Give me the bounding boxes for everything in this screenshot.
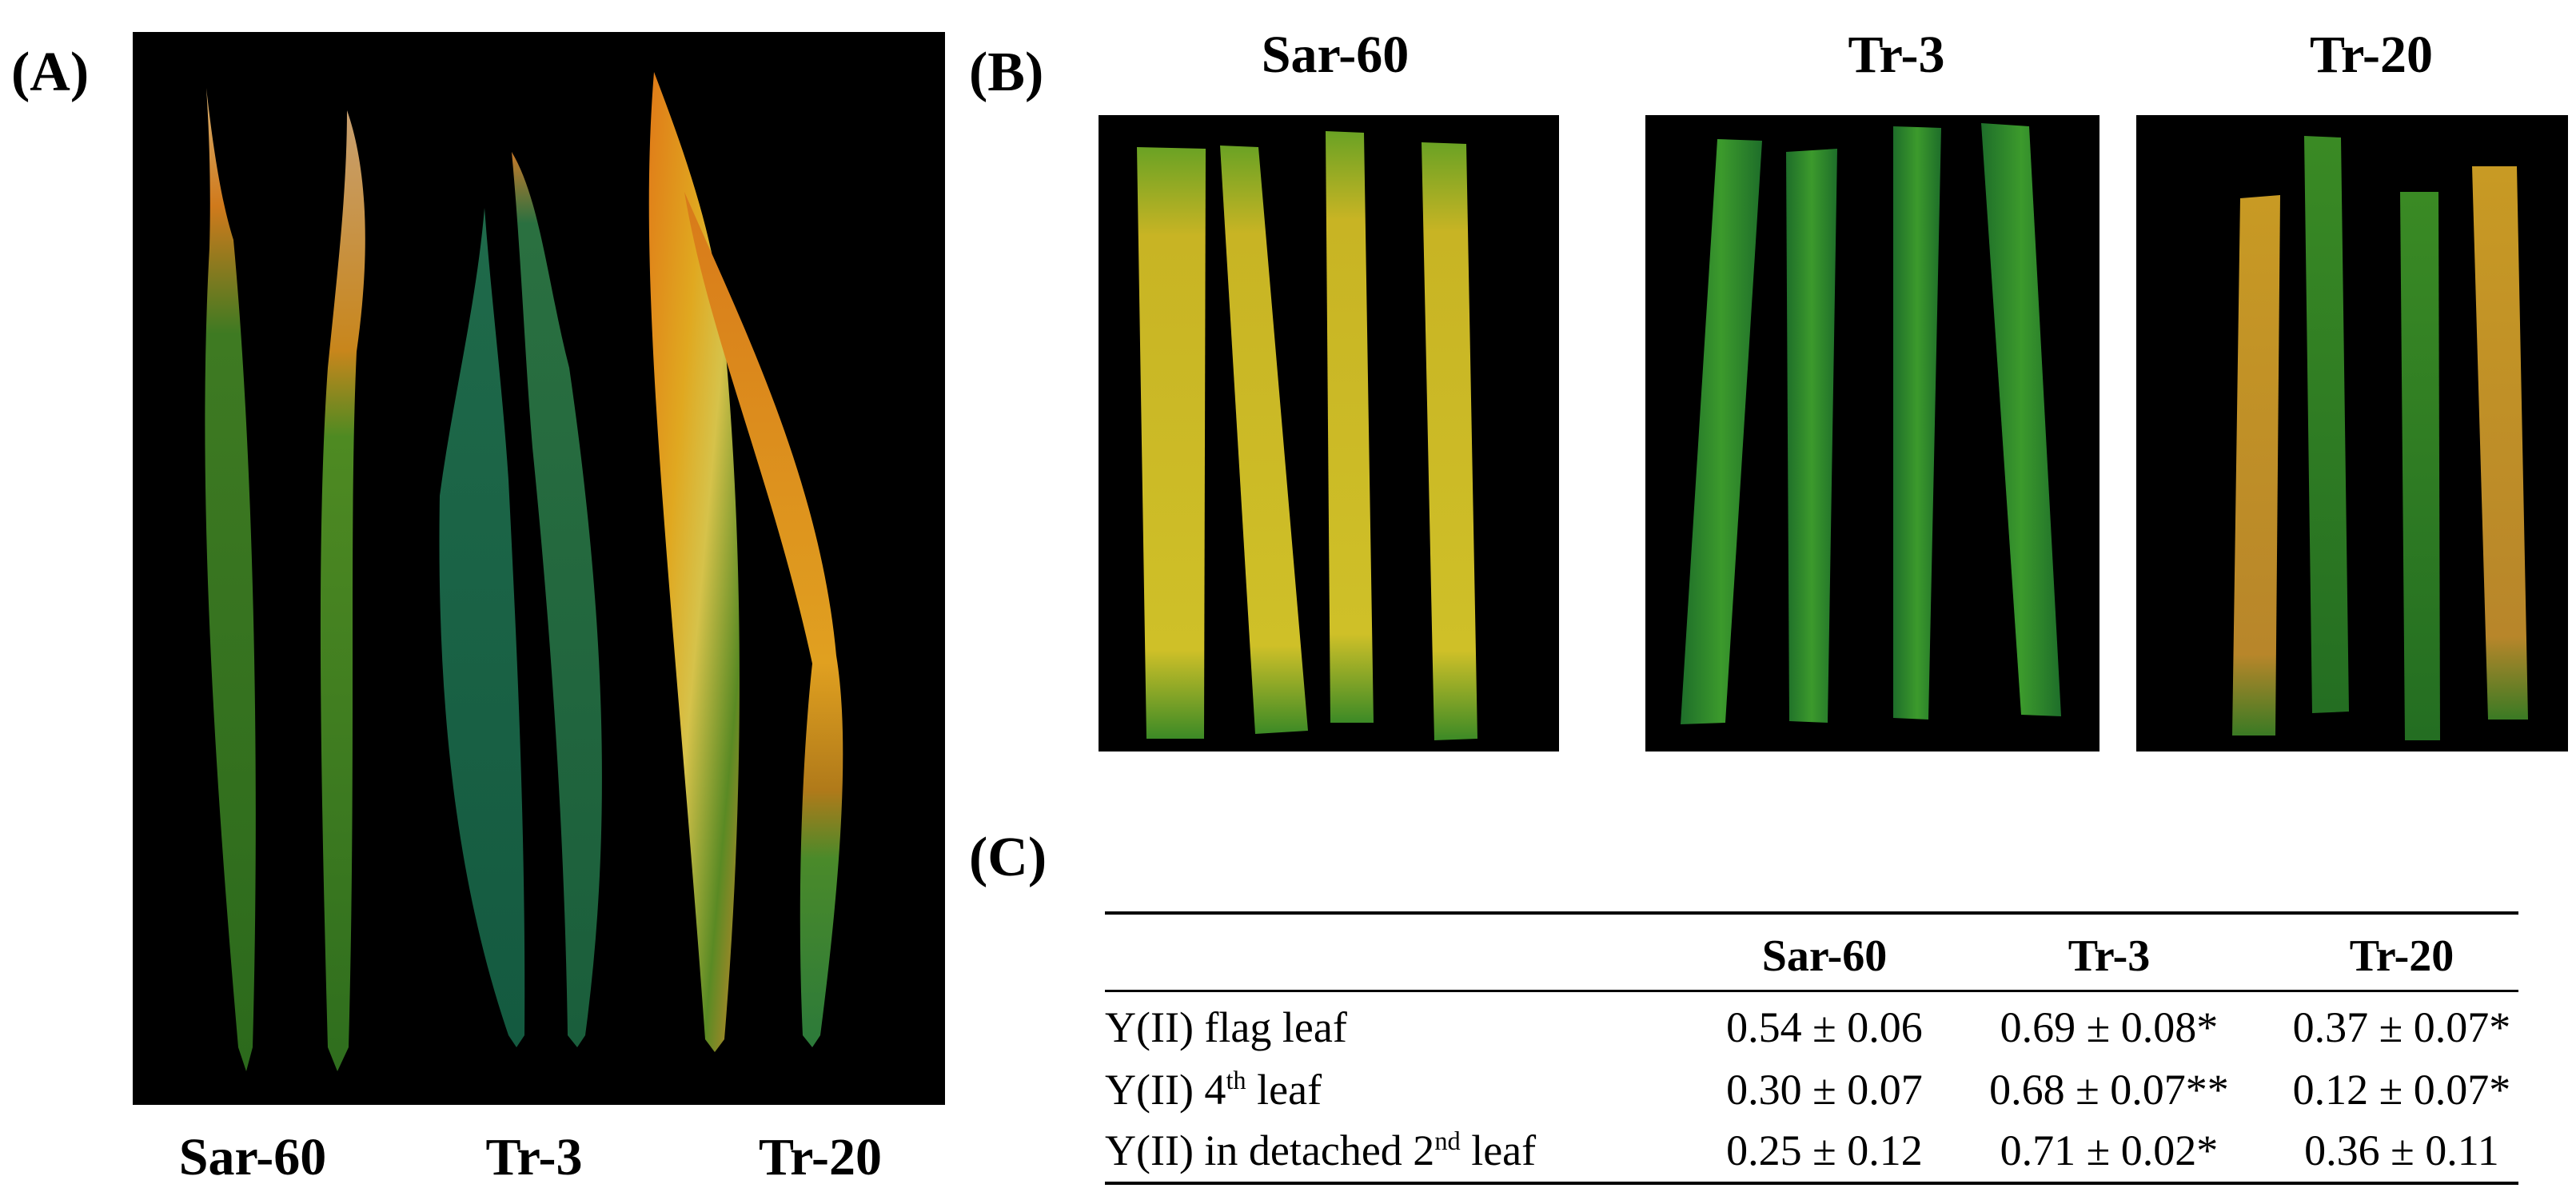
table-header-rule: [1105, 990, 2518, 992]
panel-c-label: (C): [969, 827, 1047, 888]
table-cell: 0.12 ± 0.07*: [2292, 1066, 2511, 1114]
table-top-rule: [1105, 911, 2518, 915]
table-cell: 0.36 ± 0.11: [2304, 1126, 2499, 1174]
table-cell: 0.69 ± 0.08*: [2000, 1003, 2219, 1051]
panel-a-genotype-label: Sar-60: [178, 1128, 327, 1186]
detached-leaves-image: [2136, 115, 2568, 752]
table-row-label: Y(II) flag leaf: [1105, 1003, 1347, 1051]
panel-b-tr20-photo: [2136, 115, 2568, 752]
detached-leaves-image: [1099, 115, 1559, 752]
table-cell: 0.37 ± 0.07*: [2292, 1003, 2511, 1051]
table-cell: 0.68 ± 0.07**: [1989, 1066, 2229, 1114]
panel-a-genotype-label: Tr-3: [485, 1128, 583, 1186]
detached-leaves-image: [1645, 115, 2099, 752]
panel-b-genotype-label: Tr-20: [2310, 26, 2433, 84]
panel-a-label: (A): [11, 42, 90, 103]
panel-b-label: (B): [969, 42, 1044, 103]
table-row-label: Y(II) 4th leaf: [1105, 1066, 1322, 1114]
table-cell: 0.71 ± 0.02*: [2000, 1126, 2219, 1174]
panel-b-genotype-label: Tr-3: [1848, 26, 1945, 84]
whole-leaves-image: [133, 32, 945, 1105]
table-row-label: Y(II) in detached 2nd leaf: [1105, 1126, 1537, 1174]
table-column-header: Sar-60: [1761, 931, 1888, 981]
panel-a-leaf-photo: [133, 32, 945, 1105]
table-column-header: Tr-20: [2349, 931, 2454, 981]
panel-a-genotype-label: Tr-20: [759, 1128, 882, 1186]
panel-b-sar60-photo: [1099, 115, 1559, 752]
table-column-header: Tr-3: [2068, 931, 2151, 981]
table-cell: 0.25 ± 0.12: [1726, 1126, 1923, 1174]
table-cell: 0.30 ± 0.07: [1726, 1066, 1923, 1114]
panel-b-genotype-label: Sar-60: [1261, 26, 1410, 84]
table-bottom-rule: [1105, 1182, 2518, 1185]
panel-b-tr3-photo: [1645, 115, 2099, 752]
table-cell: 0.54 ± 0.06: [1726, 1003, 1923, 1051]
